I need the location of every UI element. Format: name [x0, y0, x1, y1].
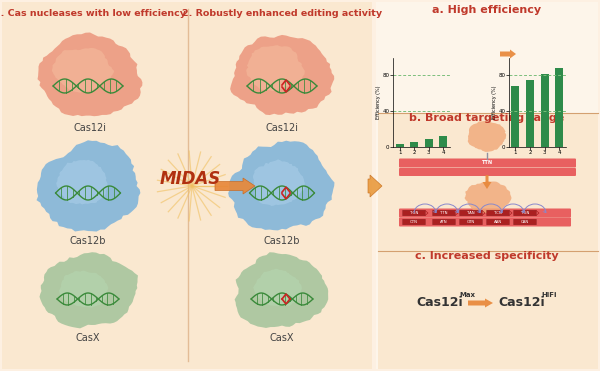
Polygon shape — [56, 160, 107, 204]
Text: 2. Robustly enhanced editing activity: 2. Robustly enhanced editing activity — [182, 9, 382, 18]
Text: CTN: CTN — [410, 220, 418, 224]
Text: Cas12i: Cas12i — [416, 296, 463, 309]
Text: CasX: CasX — [270, 333, 294, 343]
Y-axis label: Efficiency (%): Efficiency (%) — [492, 85, 497, 119]
FancyBboxPatch shape — [399, 209, 571, 217]
Polygon shape — [253, 160, 305, 206]
Polygon shape — [38, 33, 142, 116]
Bar — [425, 139, 433, 147]
FancyArrow shape — [468, 299, 493, 308]
Polygon shape — [468, 121, 506, 152]
FancyBboxPatch shape — [399, 217, 571, 227]
Bar — [541, 73, 548, 147]
Polygon shape — [40, 252, 138, 328]
Text: AAN: AAN — [494, 220, 502, 224]
Bar — [526, 80, 534, 147]
FancyBboxPatch shape — [460, 210, 482, 216]
FancyBboxPatch shape — [514, 210, 536, 216]
Bar — [555, 68, 563, 147]
FancyArrow shape — [500, 49, 516, 59]
Text: ATN: ATN — [440, 220, 448, 224]
Bar — [378, 113, 598, 251]
Text: Max: Max — [459, 292, 475, 298]
Bar — [439, 136, 448, 147]
Text: Cas12i: Cas12i — [265, 123, 299, 133]
Text: TCN: TCN — [494, 211, 502, 215]
Text: b. Broad targeting range: b. Broad targeting range — [409, 113, 565, 123]
Polygon shape — [246, 45, 305, 91]
Text: TGN: TGN — [410, 211, 418, 215]
Polygon shape — [235, 252, 328, 328]
Text: TTN: TTN — [482, 161, 493, 165]
FancyBboxPatch shape — [514, 219, 536, 225]
Text: MIDAS: MIDAS — [160, 170, 221, 188]
Bar — [511, 86, 520, 147]
FancyBboxPatch shape — [487, 219, 509, 225]
Bar — [378, 251, 598, 369]
Polygon shape — [52, 48, 114, 93]
FancyBboxPatch shape — [399, 168, 576, 176]
FancyBboxPatch shape — [487, 210, 509, 216]
Polygon shape — [253, 269, 302, 306]
Text: Cas12b: Cas12b — [70, 236, 106, 246]
Polygon shape — [228, 141, 334, 230]
Text: Cas12b: Cas12b — [264, 236, 300, 246]
Text: c. Increased specificity: c. Increased specificity — [415, 251, 559, 261]
Text: Cas12i: Cas12i — [74, 123, 107, 133]
Bar — [410, 142, 418, 147]
Text: Cas12i: Cas12i — [498, 296, 545, 309]
FancyBboxPatch shape — [403, 210, 425, 216]
FancyBboxPatch shape — [433, 219, 455, 225]
FancyBboxPatch shape — [460, 219, 482, 225]
Text: 1. Cas nucleases with low efficiency: 1. Cas nucleases with low efficiency — [0, 9, 186, 18]
Polygon shape — [230, 35, 334, 115]
FancyBboxPatch shape — [2, 2, 372, 369]
Text: TAN: TAN — [467, 211, 475, 215]
Text: a. High efficiency: a. High efficiency — [433, 5, 542, 15]
Text: GTN: GTN — [467, 220, 475, 224]
Polygon shape — [37, 140, 140, 232]
Text: CasX: CasX — [76, 333, 100, 343]
FancyBboxPatch shape — [399, 158, 576, 167]
Text: HiFi: HiFi — [541, 292, 557, 298]
Y-axis label: Efficiency (%): Efficiency (%) — [376, 85, 381, 119]
Text: CAN: CAN — [521, 220, 529, 224]
FancyArrow shape — [368, 175, 382, 197]
Text: TGN: TGN — [521, 211, 529, 215]
Polygon shape — [59, 271, 109, 308]
Polygon shape — [464, 181, 511, 213]
FancyBboxPatch shape — [433, 210, 455, 216]
FancyBboxPatch shape — [403, 219, 425, 225]
Bar — [395, 144, 404, 147]
FancyArrow shape — [215, 178, 255, 194]
FancyBboxPatch shape — [376, 2, 598, 369]
Text: TTN: TTN — [440, 211, 448, 215]
FancyArrow shape — [482, 175, 491, 189]
